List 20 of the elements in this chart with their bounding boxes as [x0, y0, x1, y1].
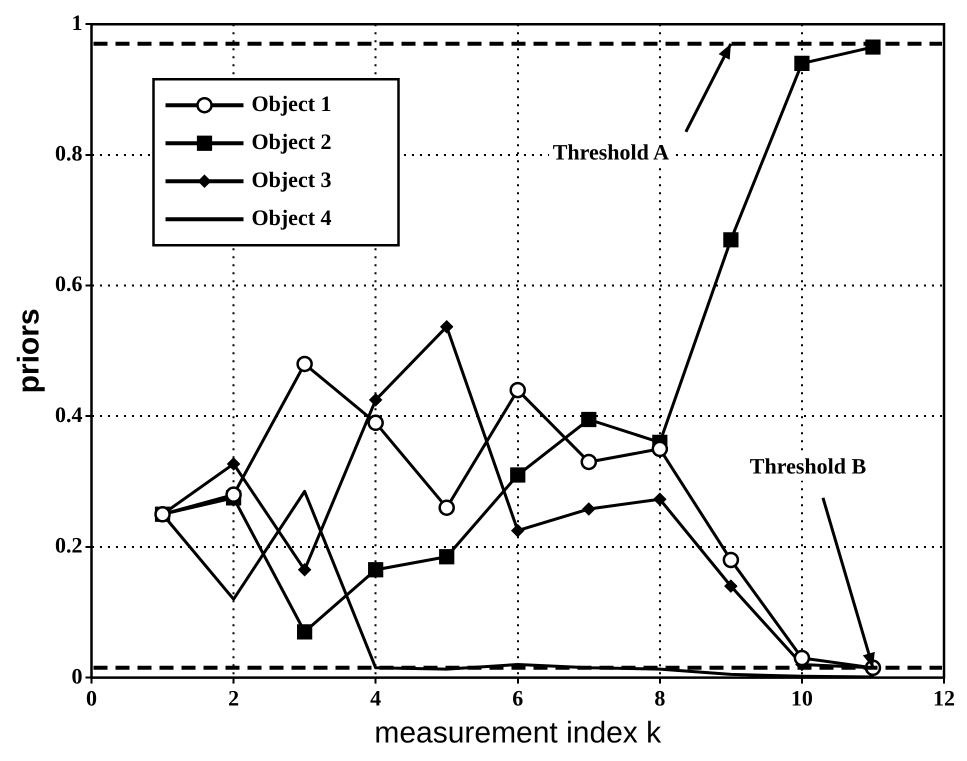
- x-tick-label: 12: [933, 685, 955, 710]
- y-tick-label: 0.4: [55, 402, 82, 427]
- y-axis-title: priors: [12, 308, 46, 394]
- x-tick-label: 10: [790, 685, 813, 710]
- y-tick-label: 0.2: [55, 532, 82, 558]
- legend-label: Object 3: [252, 166, 332, 192]
- legend-label: Object 2: [252, 128, 332, 154]
- annotation: Threshold B: [750, 453, 866, 478]
- y-tick-label: 0: [72, 663, 82, 688]
- x-tick-label: 4: [370, 685, 382, 710]
- x-tick-label: 8: [654, 685, 666, 710]
- x-axis-title: measurement index k: [374, 716, 662, 750]
- legend-label: Object 1: [252, 90, 332, 116]
- y-tick-label: 0.8: [55, 140, 82, 166]
- x-tick-label: 6: [512, 685, 524, 710]
- y-tick-label: 0.6: [55, 271, 82, 296]
- x-tick-label: 2: [228, 685, 240, 710]
- legend-label: Object 4: [252, 204, 332, 230]
- annotation: Threshold A: [552, 139, 670, 164]
- y-tick-label: 1: [72, 10, 82, 35]
